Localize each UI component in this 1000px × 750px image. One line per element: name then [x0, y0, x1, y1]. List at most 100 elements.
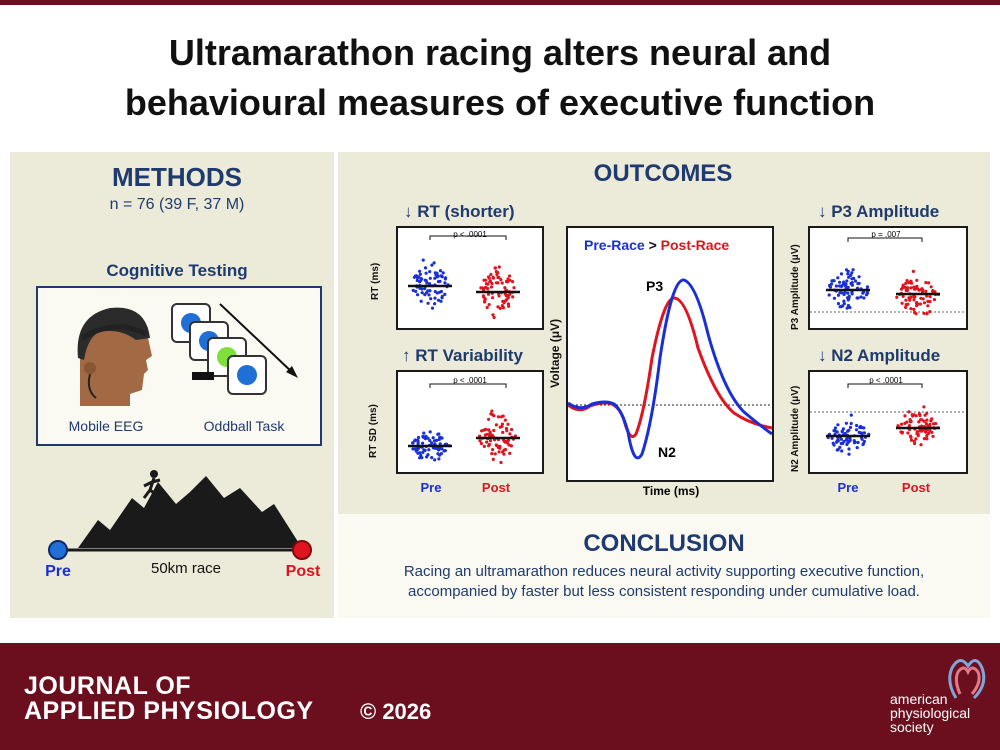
swarm-dot [490, 281, 494, 286]
rt-variability-p-value: p < .0001 [453, 376, 487, 385]
swarm-dot [439, 452, 443, 456]
swarm-dot [899, 430, 903, 434]
swarm-dot [501, 306, 505, 310]
swarm-dot [914, 437, 918, 441]
swarm-dot [912, 413, 916, 417]
swarm-dot [438, 442, 442, 446]
swarm-dot [904, 298, 908, 302]
swarm-dot [838, 291, 842, 295]
swarm-dot [497, 265, 501, 269]
swarm-dot [435, 291, 439, 295]
swarm-dot [828, 285, 832, 289]
methods-sample-size: n = 76 (39 F, 37 M) [109, 196, 245, 213]
swarm-dot [441, 271, 445, 275]
rt-variability-scatter-plot [408, 383, 520, 465]
swarm-dot [508, 292, 512, 296]
swarm-dot [926, 424, 930, 428]
swarm-dot [909, 286, 913, 290]
erp-x-axis-label: Time (ms) [642, 484, 700, 498]
n2-plot-title: ↓ N2 Amplitude [818, 346, 941, 365]
swarm-dot [854, 428, 859, 432]
swarm-dot [912, 298, 916, 302]
swarm-dot [925, 312, 929, 316]
swarm-dot [915, 278, 919, 282]
swarm-dot [437, 437, 441, 442]
swarm-dot [841, 304, 845, 308]
swarm-dot [832, 443, 836, 447]
swarm-dot [490, 409, 494, 413]
swarm-dot [829, 282, 834, 286]
erp-legend-post: Post-Race [660, 237, 730, 253]
swarm-dot [422, 448, 426, 452]
swarm-dot [850, 281, 854, 285]
swarm-dot [919, 443, 923, 447]
swarm-dot [416, 435, 421, 440]
swarm-dot [442, 449, 446, 453]
swarm-dot [922, 311, 926, 315]
swarm-dot [919, 418, 923, 422]
swarm-dot [924, 289, 928, 293]
swarm-dot [842, 299, 846, 303]
swarm-dot [499, 460, 503, 465]
swarm-dot [906, 431, 910, 435]
swarm-dot [901, 294, 905, 298]
swarm-dot [488, 430, 492, 434]
erp-legend-separator: > [644, 237, 661, 253]
swarm-dot [437, 457, 441, 461]
swarm-dot [896, 424, 900, 428]
swarm-dot [440, 296, 444, 300]
swarm-dot [918, 429, 922, 433]
swarm-dot [436, 452, 440, 456]
swarm-dot [507, 443, 511, 447]
erp-waveform-plot [568, 278, 772, 460]
swarm-dot [508, 451, 512, 455]
swarm-dot [900, 301, 904, 305]
swarm-dot [836, 438, 840, 442]
swarm-dot [839, 441, 843, 446]
swarm-dot [431, 436, 435, 440]
p3-p-value: p = .007 [871, 230, 901, 239]
swarm-dot [416, 438, 420, 443]
swarm-dot [443, 281, 447, 285]
swarm-dot [419, 299, 423, 303]
swarm-dot [861, 442, 865, 446]
swarm-dot [424, 279, 428, 283]
swarm-dot [855, 296, 859, 300]
rt-y-axis-label: RT (ms) [370, 262, 381, 300]
swarm-dot [428, 439, 432, 443]
swarm-dot [904, 281, 908, 285]
swarm-dot [500, 281, 504, 285]
swarm-dot [503, 286, 507, 290]
top-accent-bar [0, 0, 1000, 5]
swarm-dot [506, 302, 511, 306]
rt-p-value: p < .0001 [453, 230, 487, 239]
swarm-dot [852, 439, 856, 443]
swarm-dot [425, 455, 429, 459]
swarm-dot [508, 432, 512, 436]
swarm-dot [427, 293, 431, 297]
oddball-task-label: Oddball Task [203, 418, 285, 434]
swarm-dot [436, 280, 441, 284]
swarm-dot [506, 438, 510, 442]
swarm-dot [838, 305, 842, 309]
swarm-dot [857, 275, 861, 279]
swarm-dot [496, 445, 501, 449]
swarm-dot [491, 413, 495, 417]
swarm-dot [925, 434, 929, 438]
swarm-dot [934, 421, 938, 426]
swarm-dot [482, 444, 486, 448]
society-name: american physiological society [890, 692, 970, 734]
n2-pre-category: Pre [837, 480, 859, 495]
swarm-dot [909, 307, 913, 311]
swarm-dot [481, 294, 485, 298]
swarm-dot [430, 456, 434, 460]
swarm-dot [491, 457, 495, 461]
swarm-dot [424, 271, 428, 275]
swarm-dot [833, 426, 837, 430]
swarm-dot [838, 280, 842, 284]
swarm-dot [907, 410, 911, 414]
swarm-dot [430, 441, 434, 445]
swarm-dot [851, 268, 855, 272]
swarm-dot [418, 280, 422, 284]
title-line-1: Ultramarathon racing alters neural and [168, 32, 832, 73]
